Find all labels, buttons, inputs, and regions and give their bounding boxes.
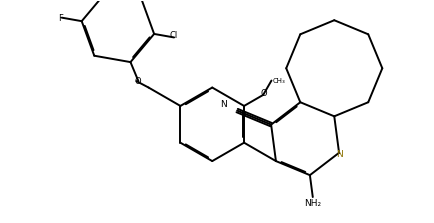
Text: N: N — [220, 100, 227, 109]
Text: NH₂: NH₂ — [303, 199, 321, 208]
Text: O: O — [134, 77, 140, 86]
Text: F: F — [58, 14, 63, 23]
Text: Cl: Cl — [170, 31, 178, 40]
Text: N: N — [335, 150, 342, 159]
Text: CH₃: CH₃ — [272, 78, 285, 84]
Text: O: O — [260, 89, 266, 98]
